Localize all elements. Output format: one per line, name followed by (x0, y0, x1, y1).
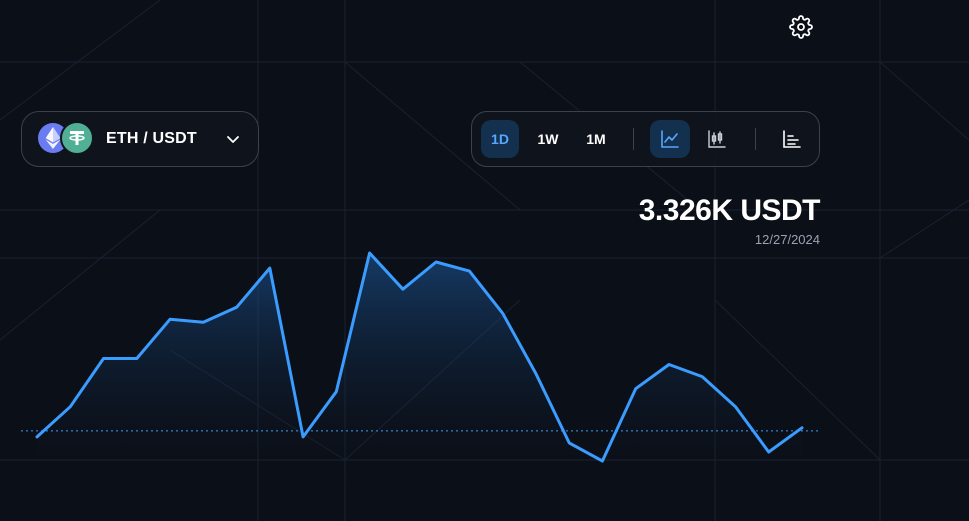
bar-chart-icon (783, 130, 801, 148)
range-1m-button[interactable]: 1M (586, 131, 606, 147)
candlestick-chart-button[interactable] (697, 120, 737, 158)
usdt-icon (60, 121, 94, 155)
line-chart-button[interactable] (650, 120, 690, 158)
pair-selector[interactable]: ETH / USDT (21, 111, 259, 167)
price-line (35, 251, 804, 463)
pair-label: ETH / USDT (106, 130, 197, 147)
pair-icons (38, 121, 94, 155)
settings-button[interactable] (788, 14, 814, 40)
current-price: 3.326K USDT (638, 194, 821, 227)
candlestick-chart-icon (708, 130, 726, 148)
chevron-down-icon (226, 132, 240, 146)
line-chart-icon (661, 130, 679, 148)
price-date: 12/27/2024 (754, 232, 820, 247)
bar-chart-button[interactable] (772, 120, 812, 158)
chart-toolbar: 1D 1W 1M (471, 111, 820, 167)
toolbar-divider (755, 128, 756, 150)
range-1w-button[interactable]: 1W (537, 131, 559, 147)
toolbar-divider (633, 128, 634, 150)
gear-icon (789, 15, 813, 39)
range-1d-button[interactable]: 1D (481, 120, 519, 158)
